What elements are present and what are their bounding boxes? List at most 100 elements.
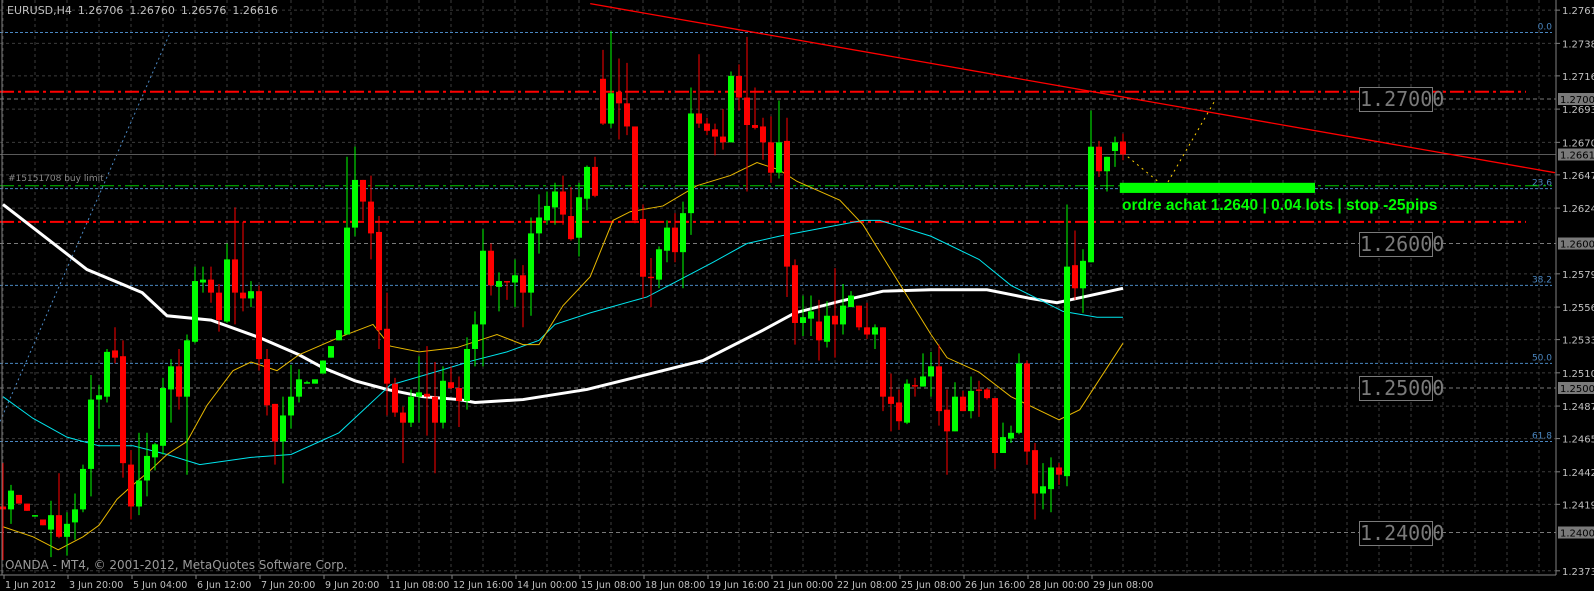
candle-body — [160, 388, 166, 446]
candle — [264, 348, 270, 416]
high-value: 1.26760 — [129, 4, 175, 17]
candle — [488, 243, 494, 296]
candle — [88, 374, 94, 497]
time-tick-label: 28 Jun 00:00 — [1029, 580, 1089, 591]
candle-body — [208, 279, 214, 293]
candle-body — [8, 490, 14, 510]
candle-body — [584, 166, 590, 199]
chart-objects: 0.0 23.6 38.2 50.0 61.8 — [0, 23, 1556, 533]
candle — [1104, 156, 1110, 192]
fib-trend-line — [0, 32, 171, 422]
candles — [0, 31, 1126, 560]
candle-body — [112, 350, 118, 358]
candle — [224, 243, 230, 323]
candle — [768, 116, 774, 183]
candle-body — [456, 388, 462, 402]
candle — [1016, 353, 1022, 435]
candle-body — [32, 515, 38, 517]
price-highlight-label: 1.26000 — [1560, 240, 1594, 251]
candle-body — [616, 91, 622, 104]
candle — [136, 432, 142, 516]
candle-body — [176, 366, 182, 397]
candle — [616, 58, 622, 140]
candle-body — [568, 216, 574, 240]
level-label-1-24[interactable]: 1.24000 — [1359, 521, 1445, 546]
candle — [896, 389, 902, 430]
candle — [1112, 136, 1118, 167]
candle — [472, 311, 478, 367]
candle-body — [896, 402, 902, 422]
candle-body — [1032, 450, 1038, 494]
candle — [976, 380, 982, 417]
candle-body — [832, 315, 838, 325]
symbol-timeframe: EURUSD,H4 — [7, 4, 72, 17]
candle-body — [920, 376, 926, 387]
fib-level-label: 50.0 — [1532, 353, 1552, 363]
candle-body — [328, 346, 334, 358]
time-tick-label: 6 Jun 12:00 — [197, 580, 251, 591]
candle — [192, 266, 198, 344]
candle-body — [560, 191, 566, 215]
candle-body — [40, 519, 46, 526]
candle-body — [352, 179, 358, 228]
candle-body — [344, 227, 350, 335]
candle-body — [736, 75, 742, 98]
level-label-1-27[interactable]: 1.27000 — [1359, 87, 1445, 112]
candle-body — [640, 218, 646, 277]
level-label-1-26[interactable]: 1.26000 — [1359, 232, 1445, 257]
candle — [456, 376, 462, 428]
candle-body — [928, 366, 934, 377]
candle — [832, 268, 838, 358]
candle — [176, 348, 182, 410]
candle — [48, 500, 54, 558]
candle — [144, 432, 150, 497]
price-tick-label: 1.27160 — [1562, 72, 1594, 83]
candle — [600, 49, 606, 126]
candle-body — [664, 227, 670, 251]
candle — [280, 396, 286, 484]
candle-body — [192, 281, 198, 342]
time-tick-label: 18 Jun 08:00 — [645, 580, 705, 591]
candle — [1032, 442, 1038, 520]
candle-body — [296, 379, 302, 397]
candle — [208, 266, 214, 303]
candle — [816, 299, 822, 361]
candle-body — [680, 213, 686, 253]
candle-body — [1104, 156, 1110, 172]
candle — [568, 187, 574, 241]
candle — [464, 337, 470, 410]
candle-body — [16, 494, 22, 504]
candle — [312, 379, 318, 384]
candle-body — [752, 125, 758, 128]
time-tick-label: 9 Jun 20:00 — [325, 580, 379, 591]
candle-body — [488, 250, 494, 286]
candle-body — [912, 385, 918, 387]
candle-body — [384, 328, 390, 384]
candle — [872, 324, 878, 349]
order-note: ordre achat 1.2640 | 0.04 lots | stop -2… — [1122, 197, 1438, 214]
candle-body — [152, 444, 158, 458]
candle-body — [520, 275, 526, 293]
candle-body — [336, 330, 342, 341]
candle-body — [1096, 146, 1102, 172]
price-tick-label: 1.26245 — [1562, 204, 1594, 215]
candle — [1064, 204, 1070, 487]
price-highlight-box — [1558, 148, 1594, 161]
candle-body — [264, 359, 270, 406]
candle-body — [872, 327, 878, 335]
candle-body — [440, 380, 446, 423]
candle-body — [992, 398, 998, 454]
level-label-1-25[interactable]: 1.25000 — [1359, 376, 1445, 401]
candle-body — [888, 396, 894, 404]
candle-body — [784, 140, 790, 267]
candle-body — [120, 356, 126, 464]
candle — [368, 175, 374, 260]
candle — [608, 31, 614, 128]
candle-body — [496, 281, 502, 287]
candle — [624, 62, 630, 136]
candle — [0, 463, 6, 560]
candle-body — [904, 383, 910, 423]
candle — [576, 182, 582, 257]
candle-body — [1088, 146, 1094, 263]
